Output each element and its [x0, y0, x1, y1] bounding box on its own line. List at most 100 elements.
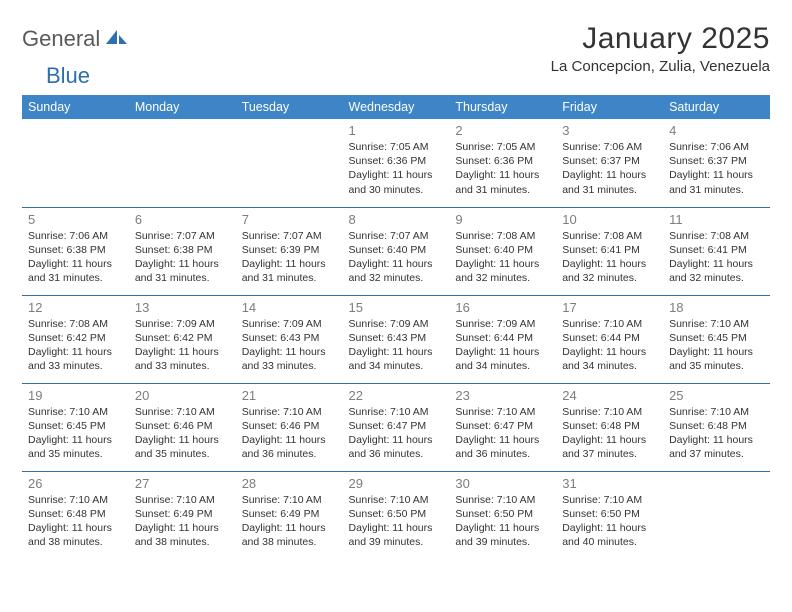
- calendar-cell: 13 Sunrise: 7:09 AMSunset: 6:42 PMDayligh…: [129, 295, 236, 383]
- day-number: 3: [562, 123, 657, 138]
- day-number: 6: [135, 212, 230, 227]
- calendar-cell: 2Sunrise: 7:05 AMSunset: 6:36 PMDaylight…: [449, 119, 556, 207]
- calendar-cell: 27 Sunrise: 7:10 AMSunset: 6:49 PMDayligh…: [129, 471, 236, 559]
- day-details: Sunrise: 7:10 AMSunset: 6:49 PMDaylight:…: [135, 493, 230, 550]
- weekday-header: Sunday: [22, 95, 129, 119]
- day-details: Sunrise: 7:09 AMSunset: 6:43 PMDaylight:…: [242, 317, 337, 374]
- calendar-cell: 11Sunrise: 7:08 AMSunset: 6:41 PMDayligh…: [663, 207, 770, 295]
- weekday-header: Monday: [129, 95, 236, 119]
- day-number: 4: [669, 123, 764, 138]
- weekday-header: Thursday: [449, 95, 556, 119]
- day-details: Sunrise: 7:10 AMSunset: 6:46 PMDaylight:…: [135, 405, 230, 462]
- location-subtitle: La Concepcion, Zulia, Venezuela: [551, 58, 770, 75]
- day-details: Sunrise: 7:10 AMSunset: 6:45 PMDaylight:…: [28, 405, 123, 462]
- day-number: 10: [562, 212, 657, 227]
- day-number: 1: [349, 123, 444, 138]
- calendar-cell: 3 Sunrise: 7:06 AMSunset: 6:37 PMDaylight…: [556, 119, 663, 207]
- day-number: 5: [28, 212, 123, 227]
- calendar-cell: 31 Sunrise: 7:10 AMSunset: 6:50 PMDayligh…: [556, 471, 663, 559]
- day-details: Sunrise: 7:10 AMSunset: 6:48 PMDaylight:…: [562, 405, 657, 462]
- day-details: Sunrise: 7:06 AMSunset: 6:37 PMDaylight:…: [562, 140, 657, 197]
- day-details: Sunrise: 7:10 AMSunset: 6:44 PMDaylight:…: [562, 317, 657, 374]
- calendar-cell: 22Sunrise: 7:10 AMSunset: 6:47 PMDayligh…: [343, 383, 450, 471]
- logo-sail-icon: [104, 27, 128, 52]
- day-number: 16: [455, 300, 550, 315]
- calendar-cell-empty: [663, 471, 770, 559]
- day-details: Sunrise: 7:07 AMSunset: 6:39 PMDaylight:…: [242, 229, 337, 286]
- day-details: Sunrise: 7:08 AMSunset: 6:42 PMDaylight:…: [28, 317, 123, 374]
- calendar-row: 1 Sunrise: 7:05 AMSunset: 6:36 PMDaylight…: [22, 119, 770, 207]
- day-details: Sunrise: 7:10 AMSunset: 6:45 PMDaylight:…: [669, 317, 764, 374]
- logo: General: [22, 22, 130, 52]
- calendar-cell: 4 Sunrise: 7:06 AMSunset: 6:37 PMDaylight…: [663, 119, 770, 207]
- day-number: 11: [669, 212, 764, 227]
- day-number: 21: [242, 388, 337, 403]
- weekday-header: Wednesday: [343, 95, 450, 119]
- calendar-cell: 9 Sunrise: 7:08 AMSunset: 6:40 PMDaylight…: [449, 207, 556, 295]
- day-number: 9: [455, 212, 550, 227]
- calendar-cell: 6 Sunrise: 7:07 AMSunset: 6:38 PMDaylight…: [129, 207, 236, 295]
- day-number: 18: [669, 300, 764, 315]
- day-number: 12: [28, 300, 123, 315]
- day-number: 22: [349, 388, 444, 403]
- calendar-cell: 25Sunrise: 7:10 AMSunset: 6:48 PMDayligh…: [663, 383, 770, 471]
- logo-text-blue: Blue: [46, 63, 90, 89]
- day-number: 30: [455, 476, 550, 491]
- calendar-cell: 26Sunrise: 7:10 AMSunset: 6:48 PMDayligh…: [22, 471, 129, 559]
- day-details: Sunrise: 7:05 AMSunset: 6:36 PMDaylight:…: [349, 140, 444, 197]
- weekday-header: Friday: [556, 95, 663, 119]
- calendar-cell-empty: [129, 119, 236, 207]
- calendar-cell: 16 Sunrise: 7:09 AMSunset: 6:44 PMDayligh…: [449, 295, 556, 383]
- day-details: Sunrise: 7:10 AMSunset: 6:47 PMDaylight:…: [455, 405, 550, 462]
- day-details: Sunrise: 7:09 AMSunset: 6:43 PMDaylight:…: [349, 317, 444, 374]
- day-details: Sunrise: 7:10 AMSunset: 6:48 PMDaylight:…: [28, 493, 123, 550]
- calendar-header: SundayMondayTuesdayWednesdayThursdayFrid…: [22, 95, 770, 119]
- calendar-cell: 15 Sunrise: 7:09 AMSunset: 6:43 PMDayligh…: [343, 295, 450, 383]
- day-details: Sunrise: 7:09 AMSunset: 6:44 PMDaylight:…: [455, 317, 550, 374]
- calendar-cell: 28Sunrise: 7:10 AMSunset: 6:49 PMDayligh…: [236, 471, 343, 559]
- calendar-cell: 19 Sunrise: 7:10 AMSunset: 6:45 PMDayligh…: [22, 383, 129, 471]
- day-details: Sunrise: 7:07 AMSunset: 6:38 PMDaylight:…: [135, 229, 230, 286]
- calendar-cell: 23 Sunrise: 7:10 AMSunset: 6:47 PMDayligh…: [449, 383, 556, 471]
- calendar-cell: 1 Sunrise: 7:05 AMSunset: 6:36 PMDaylight…: [343, 119, 450, 207]
- calendar-cell: 29 Sunrise: 7:10 AMSunset: 6:50 PMDayligh…: [343, 471, 450, 559]
- calendar-cell: 5Sunrise: 7:06 AMSunset: 6:38 PMDaylight…: [22, 207, 129, 295]
- page-title: January 2025: [551, 22, 770, 56]
- day-number: 8: [349, 212, 444, 227]
- day-number: 29: [349, 476, 444, 491]
- day-details: Sunrise: 7:10 AMSunset: 6:50 PMDaylight:…: [562, 493, 657, 550]
- day-number: 7: [242, 212, 337, 227]
- weekday-header: Tuesday: [236, 95, 343, 119]
- day-details: Sunrise: 7:10 AMSunset: 6:50 PMDaylight:…: [349, 493, 444, 550]
- calendar-cell: 12 Sunrise: 7:08 AMSunset: 6:42 PMDayligh…: [22, 295, 129, 383]
- calendar-cell: 10Sunrise: 7:08 AMSunset: 6:41 PMDayligh…: [556, 207, 663, 295]
- calendar-table: SundayMondayTuesdayWednesdayThursdayFrid…: [22, 95, 770, 559]
- day-details: Sunrise: 7:05 AMSunset: 6:36 PMDaylight:…: [455, 140, 550, 197]
- day-details: Sunrise: 7:09 AMSunset: 6:42 PMDaylight:…: [135, 317, 230, 374]
- calendar-body: 1 Sunrise: 7:05 AMSunset: 6:36 PMDaylight…: [22, 119, 770, 559]
- day-number: 31: [562, 476, 657, 491]
- day-number: 17: [562, 300, 657, 315]
- day-number: 15: [349, 300, 444, 315]
- day-details: Sunrise: 7:07 AMSunset: 6:40 PMDaylight:…: [349, 229, 444, 286]
- weekday-header: Saturday: [663, 95, 770, 119]
- day-number: 24: [562, 388, 657, 403]
- calendar-cell: 18 Sunrise: 7:10 AMSunset: 6:45 PMDayligh…: [663, 295, 770, 383]
- day-details: Sunrise: 7:08 AMSunset: 6:40 PMDaylight:…: [455, 229, 550, 286]
- day-number: 27: [135, 476, 230, 491]
- calendar-cell: 7 Sunrise: 7:07 AMSunset: 6:39 PMDaylight…: [236, 207, 343, 295]
- logo-text-general: General: [22, 26, 100, 52]
- day-number: 28: [242, 476, 337, 491]
- day-number: 25: [669, 388, 764, 403]
- calendar-row: 19 Sunrise: 7:10 AMSunset: 6:45 PMDayligh…: [22, 383, 770, 471]
- day-number: 23: [455, 388, 550, 403]
- calendar-cell-empty: [236, 119, 343, 207]
- calendar-row: 12 Sunrise: 7:08 AMSunset: 6:42 PMDayligh…: [22, 295, 770, 383]
- calendar-page: General January 2025 La Concepcion, Zuli…: [0, 0, 792, 559]
- day-details: Sunrise: 7:06 AMSunset: 6:37 PMDaylight:…: [669, 140, 764, 197]
- day-details: Sunrise: 7:10 AMSunset: 6:50 PMDaylight:…: [455, 493, 550, 550]
- day-number: 19: [28, 388, 123, 403]
- day-number: 13: [135, 300, 230, 315]
- calendar-cell: 14Sunrise: 7:09 AMSunset: 6:43 PMDayligh…: [236, 295, 343, 383]
- calendar-cell: 8 Sunrise: 7:07 AMSunset: 6:40 PMDaylight…: [343, 207, 450, 295]
